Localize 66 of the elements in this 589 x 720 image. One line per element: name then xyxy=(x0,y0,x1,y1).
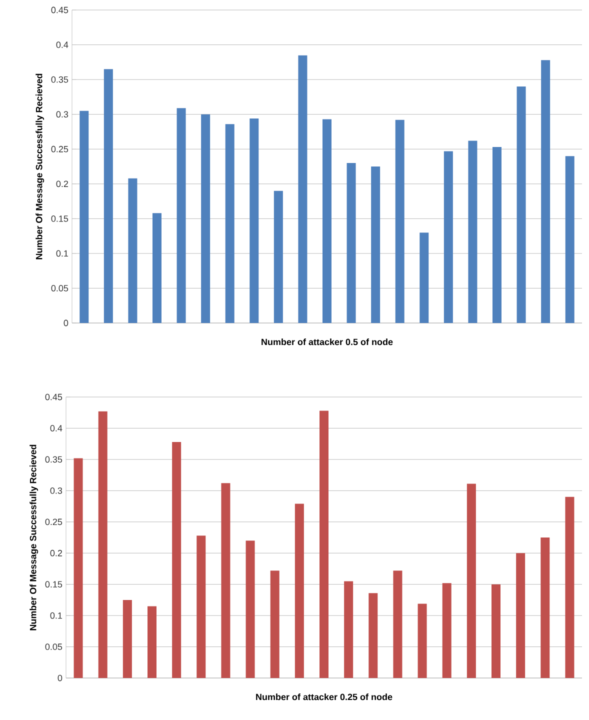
y-tick-label: 0.1 xyxy=(56,250,68,257)
bar xyxy=(250,118,259,323)
x-axis-title: Number of attacker 0.25 of node xyxy=(256,694,392,700)
y-tick-label: 0.3 xyxy=(56,111,68,118)
y-tick-label: 0.35 xyxy=(51,76,68,83)
bar xyxy=(98,411,108,678)
bar xyxy=(346,163,356,323)
bar xyxy=(442,583,452,678)
bar xyxy=(128,178,138,323)
y-tick-label: 0 xyxy=(58,674,62,682)
bar xyxy=(393,570,402,678)
y-tick-label: 0.15 xyxy=(51,215,68,222)
y-tick-label: 0.1 xyxy=(50,612,62,619)
bar xyxy=(322,119,332,323)
bar xyxy=(172,442,182,678)
y-tick-label: 0.35 xyxy=(45,456,62,463)
y-tick-label: 0 xyxy=(64,320,68,326)
y-tick-label: 0.15 xyxy=(45,581,62,588)
y-tick-label: 0.05 xyxy=(45,644,62,650)
y-tick-label: 0.2 xyxy=(50,550,62,556)
bar xyxy=(201,114,210,323)
bar xyxy=(466,484,476,678)
y-tick-label: 0.25 xyxy=(51,146,68,152)
bar xyxy=(294,504,304,678)
bar xyxy=(344,581,354,678)
bar xyxy=(298,55,308,323)
x-axis-title: Number of attacker 0.5 of node xyxy=(262,338,393,346)
y-tick-label: 0.4 xyxy=(50,425,62,432)
y-axis-title: Number Of Message Successfully Recieved xyxy=(30,444,38,630)
bar xyxy=(104,69,113,323)
bar xyxy=(516,86,526,323)
bar xyxy=(176,108,186,323)
bar xyxy=(225,124,234,323)
bar xyxy=(541,60,550,323)
bar xyxy=(221,483,230,678)
bar xyxy=(80,110,89,323)
y-tick-label: 0.45 xyxy=(51,6,68,14)
y-tick-label: 0.25 xyxy=(45,518,62,526)
bar xyxy=(371,166,380,323)
bar xyxy=(246,540,255,678)
bar xyxy=(468,140,478,323)
y-tick-label: 0.2 xyxy=(56,180,68,188)
y-axis-title: Number Of Message Successfully Recieved xyxy=(36,74,44,260)
y-tick-label: 0.45 xyxy=(45,394,62,400)
bar xyxy=(540,538,550,678)
bar xyxy=(148,606,157,678)
bar xyxy=(395,120,404,323)
bar xyxy=(565,156,574,323)
bar xyxy=(368,593,378,678)
y-tick-label: 0.3 xyxy=(50,487,62,494)
bar xyxy=(270,570,280,678)
bar xyxy=(420,232,429,323)
y-tick-label: 0.4 xyxy=(56,42,68,48)
bar xyxy=(320,410,329,678)
bar xyxy=(516,553,526,678)
bar xyxy=(274,190,283,323)
bar xyxy=(418,604,427,678)
bar xyxy=(492,147,502,323)
bar xyxy=(122,600,132,678)
y-tick-label: 0.05 xyxy=(51,285,68,292)
bar xyxy=(565,496,574,678)
bar xyxy=(444,151,453,323)
bar xyxy=(492,584,501,678)
bar xyxy=(196,536,206,678)
bar xyxy=(152,213,162,323)
bar xyxy=(74,458,83,678)
